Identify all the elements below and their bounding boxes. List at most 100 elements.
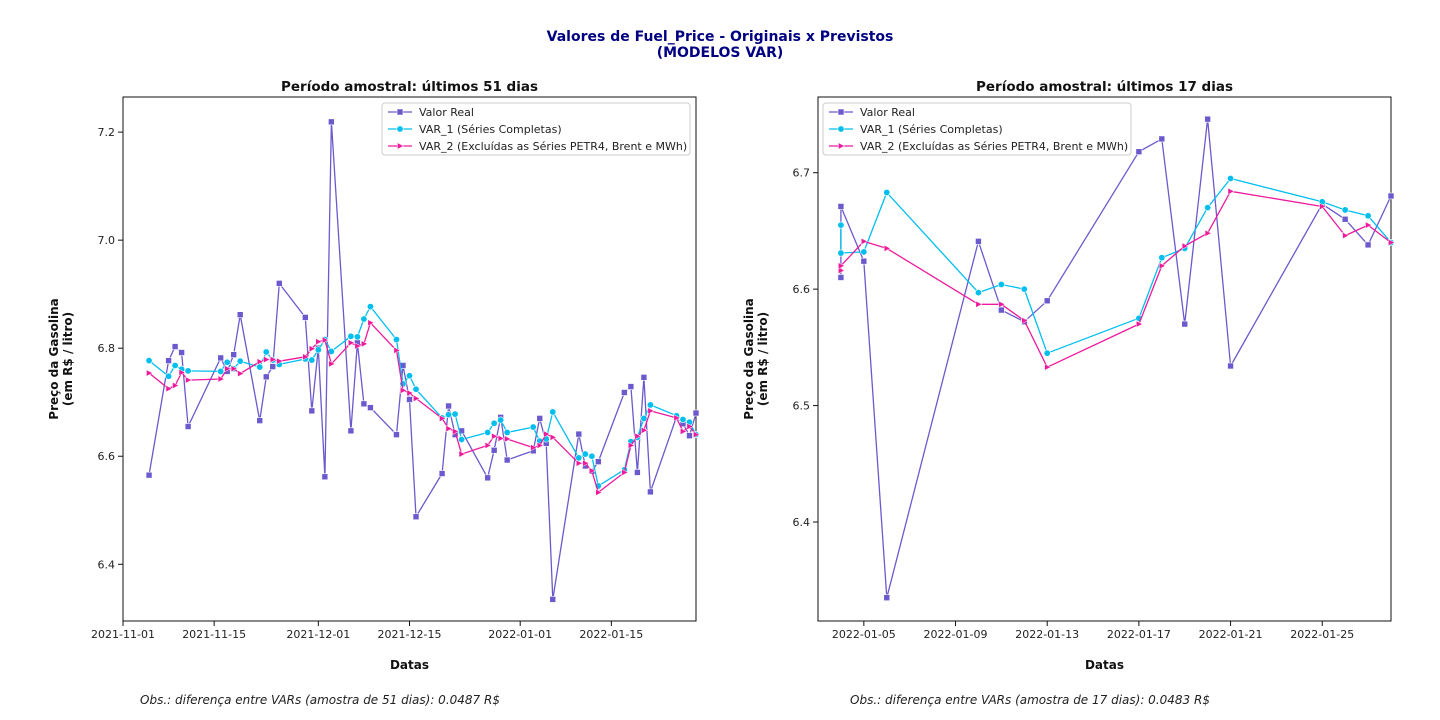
series-point (646, 401, 654, 409)
series-point (673, 414, 681, 422)
series-point (1158, 135, 1166, 143)
series-point (367, 319, 375, 327)
series-point (236, 357, 244, 365)
series-point (838, 262, 846, 270)
series-point (974, 289, 982, 297)
series-point (549, 433, 557, 441)
series-point (185, 376, 193, 384)
series-point (883, 594, 891, 602)
chart-panel-17-days: Período amostral: últimos 17 dias 6.4 6.5 6… (742, 79, 1396, 672)
series-point (413, 394, 421, 403)
series-point (627, 383, 635, 390)
series-point (1341, 215, 1349, 223)
series-point (549, 408, 557, 416)
series-point (399, 380, 407, 388)
figure-suptitle: Valores de Fuel_Price - Originais x Prev… (0, 29, 1440, 61)
series-point (262, 373, 270, 381)
series-point (314, 346, 322, 354)
legend-swatch-marker (837, 125, 845, 133)
series-point (439, 414, 447, 423)
legend-swatch-marker (396, 108, 404, 116)
y-axis-label-line: (em R$ / litro) (756, 312, 770, 406)
series-point (276, 357, 284, 365)
series-point (269, 355, 277, 364)
series-point (236, 311, 244, 319)
series-point (393, 346, 401, 354)
series-point (367, 404, 374, 411)
y-tick-label: 6.6 (793, 283, 811, 296)
series-point (366, 303, 374, 311)
series-point (536, 415, 544, 422)
series-point (640, 414, 648, 422)
series-point (393, 431, 400, 438)
series-point (400, 386, 408, 394)
series-point (308, 345, 316, 353)
series-point (328, 360, 336, 368)
series-point (145, 471, 153, 479)
series-point (549, 596, 557, 603)
series-point (837, 221, 845, 229)
series-point (883, 244, 891, 252)
series-point (256, 417, 264, 424)
legend-swatch-marker (837, 108, 845, 116)
series-point (438, 470, 446, 477)
series-point (497, 434, 505, 443)
series-point (588, 452, 596, 460)
x-tick-label: 2022-01-01 (488, 628, 552, 641)
series-point (1135, 148, 1143, 156)
series-point (406, 389, 414, 397)
series-point (692, 409, 700, 417)
series-point (1204, 204, 1212, 212)
note-51-days: Obs.: diferença entre VARs (amostra de 5… (140, 693, 500, 707)
suptitle-line-1: Valores de Fuel_Price - Originais x Prev… (546, 29, 894, 45)
series-point (178, 349, 185, 356)
legend-box (381, 102, 691, 156)
y-tick-label: 6.5 (793, 400, 811, 413)
y-tick-label: 6.7 (793, 167, 811, 180)
series-point (328, 118, 335, 126)
series-point (458, 450, 466, 458)
series-point (975, 238, 982, 245)
series-point (452, 427, 460, 435)
series-point (628, 441, 636, 450)
series-point (621, 468, 629, 477)
series-point (178, 368, 186, 377)
series-point (503, 428, 511, 436)
series-point (165, 385, 173, 393)
series-point (237, 369, 245, 378)
y-axis-label-line: Preço da Gasolina (742, 298, 756, 419)
series-line (148, 322, 697, 494)
series-point (171, 343, 179, 350)
series-point (458, 427, 465, 435)
series-point (679, 416, 687, 424)
series-point (348, 339, 356, 347)
series-point (308, 356, 316, 364)
series-point (484, 428, 492, 436)
series-line (148, 305, 697, 487)
series-point (1364, 212, 1372, 220)
series-point (412, 385, 420, 393)
x-tick-label: 2022-01-21 (1199, 628, 1263, 641)
series-point (1181, 320, 1189, 328)
series-point (1342, 231, 1350, 240)
series-point (595, 488, 603, 497)
series-point (1319, 202, 1327, 211)
series-point (530, 443, 538, 452)
series-point (347, 427, 355, 435)
series-point (1227, 187, 1235, 195)
series-point (263, 355, 271, 364)
series-point (997, 280, 1005, 288)
series-point (860, 248, 868, 256)
series-point (680, 427, 688, 435)
series-point (445, 411, 453, 419)
series-point (1365, 221, 1373, 229)
series-point (634, 469, 641, 476)
series-point (491, 432, 499, 440)
series-point (693, 431, 701, 439)
x-tick-label: 2022-01-13 (1015, 628, 1079, 641)
y-tick-label: 7.0 (98, 234, 116, 247)
x-tick-label: 2022-01-17 (1107, 628, 1171, 641)
series-point (184, 367, 192, 375)
series-point (634, 432, 642, 440)
series-point (224, 365, 232, 373)
